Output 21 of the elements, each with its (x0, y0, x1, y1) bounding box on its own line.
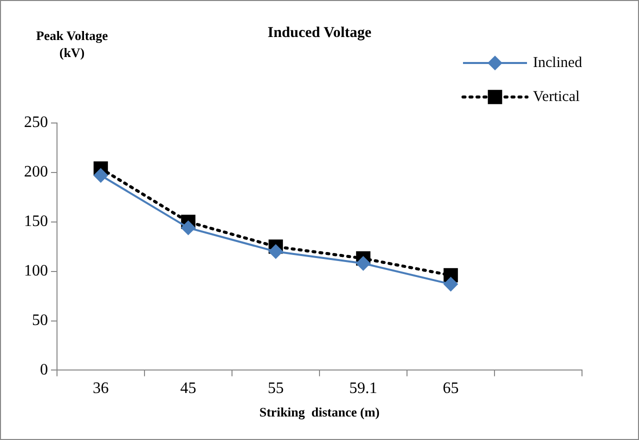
point (181, 220, 196, 235)
y-tick-label: 0 (40, 361, 48, 378)
point (444, 277, 458, 292)
y-tick-label: 100 (24, 262, 48, 280)
x-tick-label: 36 (92, 380, 109, 398)
x-tick-label: 59.1 (349, 380, 378, 398)
legend-label: Vertical (533, 88, 580, 105)
x-tick-label: 65 (442, 380, 459, 398)
point (356, 256, 370, 270)
y-tick-label: 250 (24, 114, 48, 132)
chart-title: Induced Voltage (268, 25, 372, 41)
legend-label: Inclined (533, 54, 583, 71)
x-tick-label: 55 (268, 380, 284, 398)
x-axis-title: Striking distance (m) (259, 404, 380, 420)
y-tick-label: 50 (32, 312, 48, 329)
y-tick-label: 200 (24, 164, 48, 181)
point (94, 168, 108, 182)
y-axis-title: Peak Voltage (kV) (35, 27, 109, 61)
x-tick-label: 45 (180, 380, 196, 398)
point (268, 244, 283, 259)
y-tick-label: 150 (24, 213, 48, 230)
